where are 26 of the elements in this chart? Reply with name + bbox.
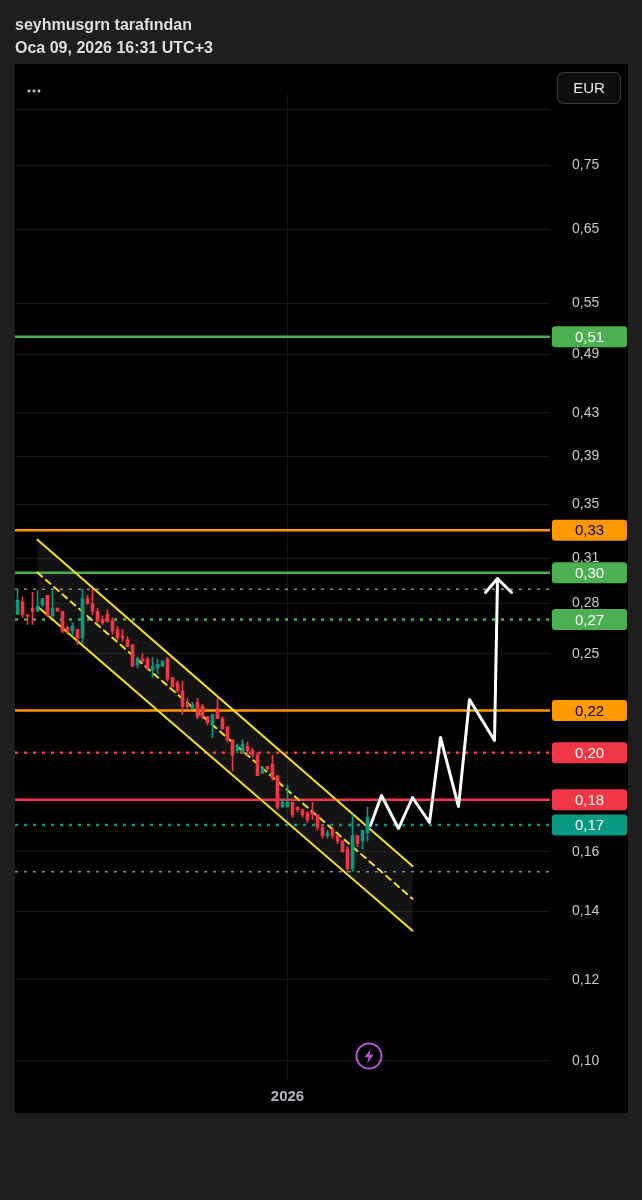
y-tick-label: 0,55: [572, 294, 600, 311]
y-tick-label: 0,12: [572, 970, 600, 987]
y-tick-label: 0,10: [572, 1051, 600, 1068]
ref-line-label: 0,20: [574, 743, 605, 761]
y-tick-label: 0,39: [572, 446, 600, 463]
ref-line-label: 0,30: [574, 563, 605, 581]
y-tick-label: 0,25: [572, 644, 600, 661]
y-tick-label: 0,35: [572, 494, 600, 511]
y-tick-label: 0,49: [572, 345, 600, 362]
y-tick-label: 0,28: [572, 594, 600, 611]
x-tick-label: 2026: [270, 1087, 305, 1105]
ref-line-label: 0,51: [574, 327, 605, 345]
chart-subtitle: Oca 09, 2026 16:31 UTC+3: [15, 38, 213, 58]
ref-line-label: 0,18: [574, 790, 605, 808]
y-tick-label: 0,31: [572, 548, 600, 565]
ref-line-label: 0,22: [574, 701, 605, 719]
y-tick-label: 0,43: [572, 403, 600, 420]
chart-title: seyhmusgrn tarafından: [15, 15, 192, 35]
ref-line-label: 0,17: [574, 816, 605, 834]
y-tick-label: 0,75: [572, 156, 600, 173]
ref-line-label: 0,27: [574, 610, 605, 628]
y-tick-label: 0,14: [572, 902, 600, 919]
y-axis-title: EUR: [557, 72, 621, 104]
y-tick-label: 0,16: [572, 842, 600, 859]
y-tick-label: 0,65: [572, 219, 600, 236]
ref-line-label: 0,33: [574, 521, 605, 539]
